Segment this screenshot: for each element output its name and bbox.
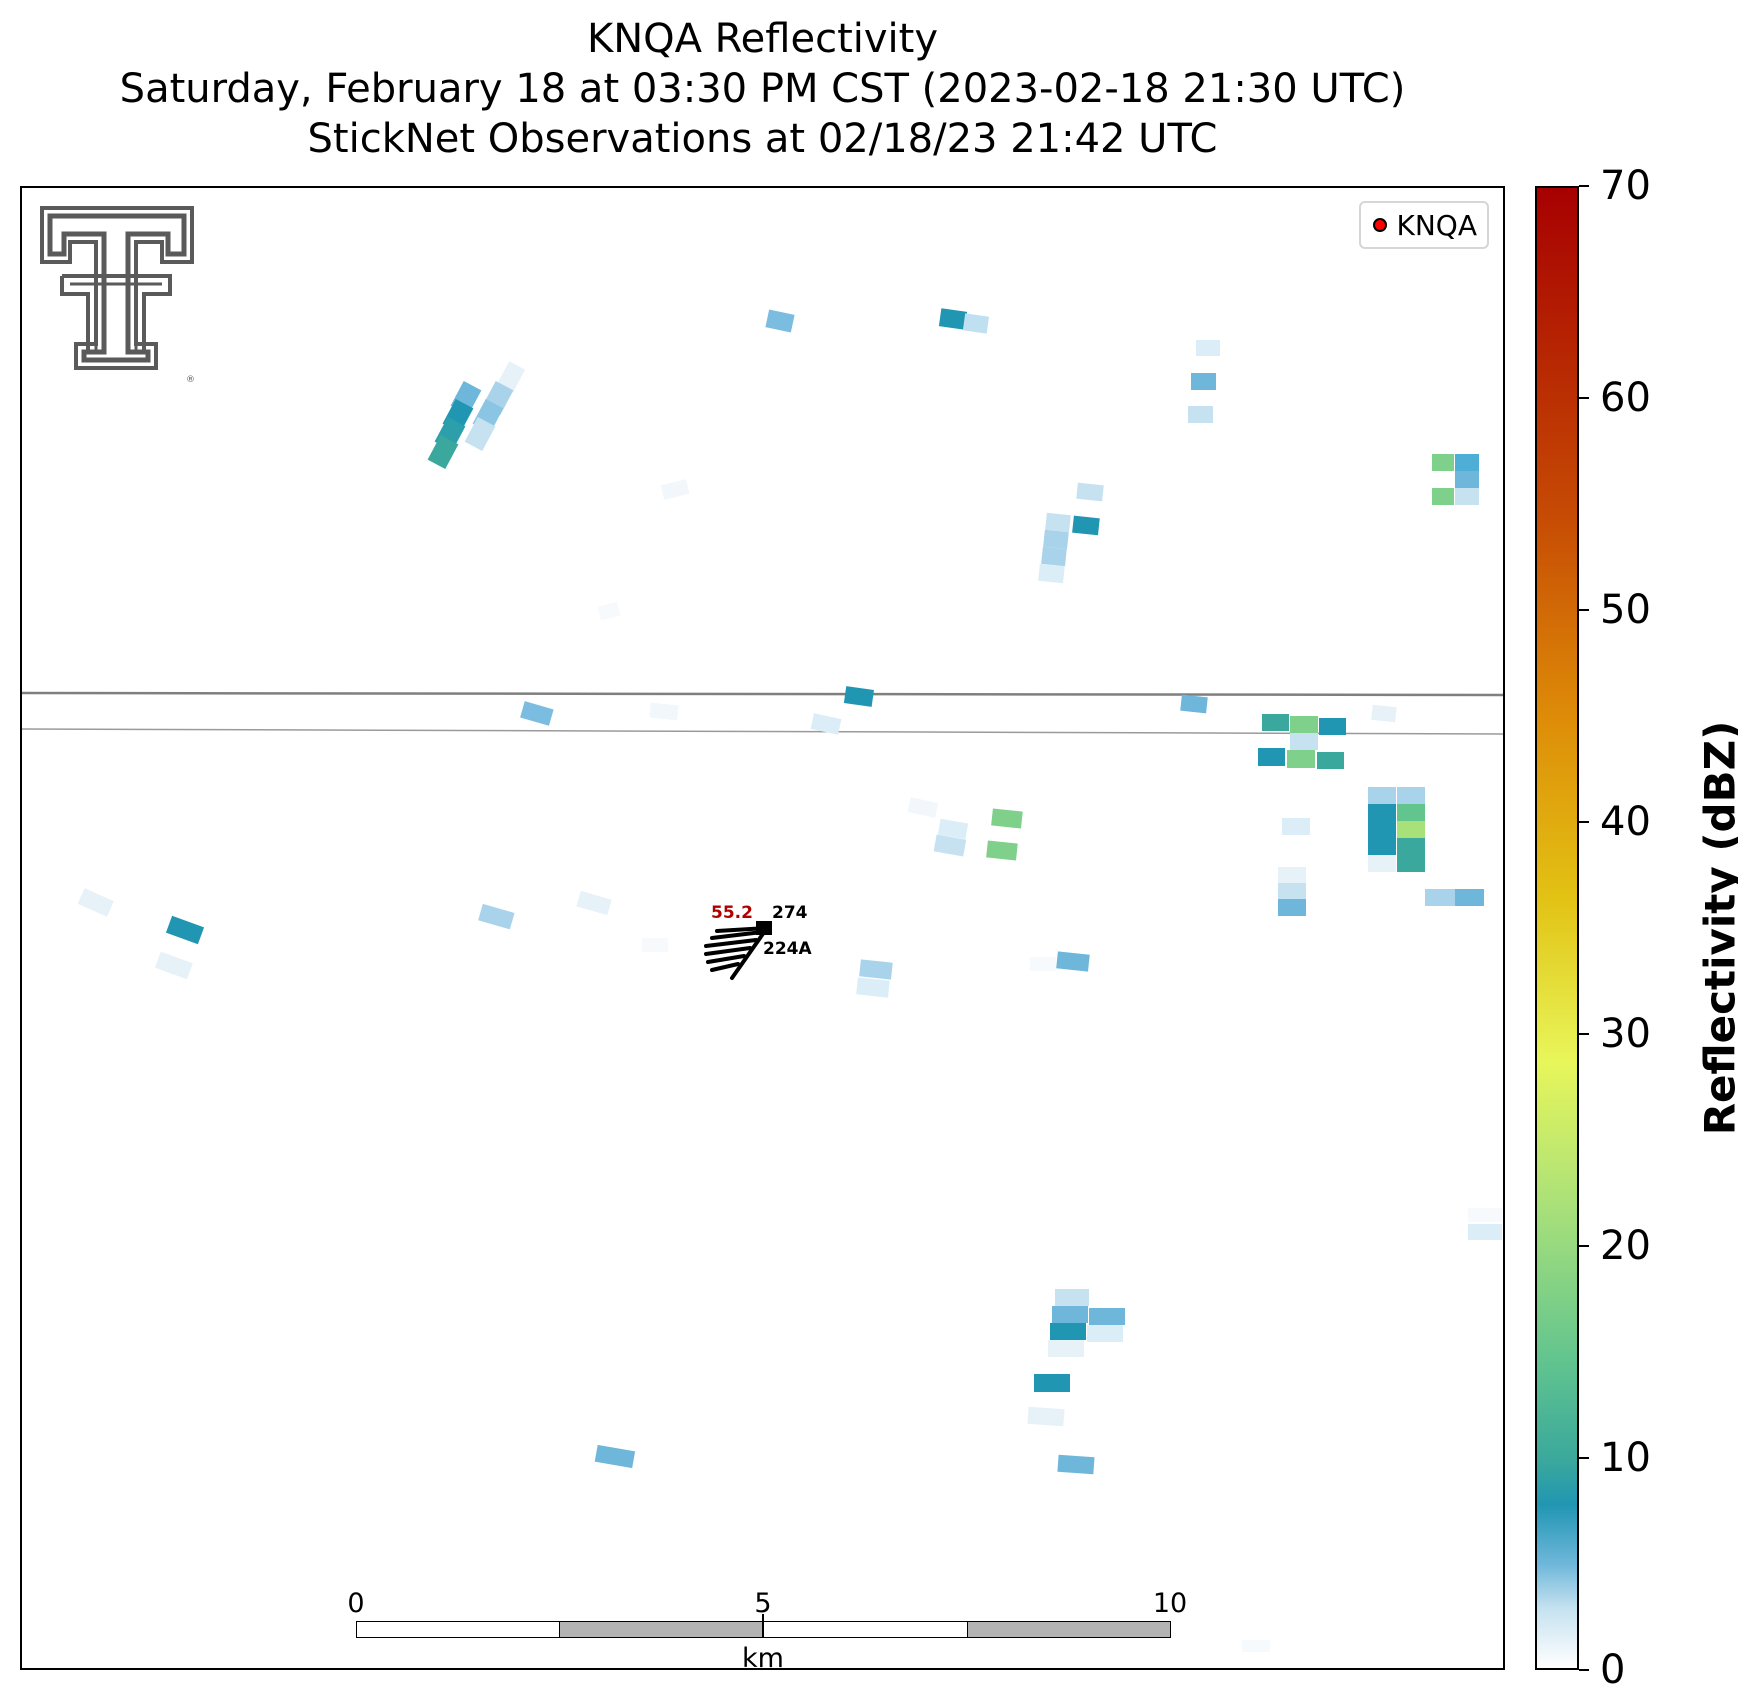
scale-segment	[763, 1621, 968, 1638]
radar-marker-icon	[1372, 218, 1387, 232]
title-line-3: StickNet Observations at 02/18/23 21:42 …	[307, 116, 1218, 162]
map-legend: KNQA	[1358, 201, 1489, 249]
station-id: 224A	[763, 939, 812, 959]
colorbar-tick-mark	[1579, 1033, 1589, 1035]
radar-map-canvas: 55.2 274 224A	[22, 308, 1503, 1652]
colorbar-tick-mark	[1579, 1245, 1589, 1247]
sticknet-station-224A[interactable]: 55.2 274 224A	[704, 903, 812, 980]
reflectivity-pixels	[77, 308, 1502, 1652]
road-line-upper	[22, 691, 1503, 697]
svg-text:®: ®	[186, 375, 195, 385]
road-line-lower	[22, 728, 1503, 735]
colorbar-tick-mark	[1579, 609, 1589, 611]
scale-segment	[967, 1621, 1171, 1638]
colorbar-tick-mark	[1579, 185, 1589, 187]
colorbar-tick-label: 40	[1600, 799, 1651, 845]
station-value-top: 274	[772, 903, 808, 923]
scale-segment	[559, 1621, 764, 1638]
reflectivity-colorbar	[1535, 186, 1579, 1670]
scale-bar: 0 5 10 km	[347, 1588, 1188, 1670]
texas-tech-logo-icon: ®	[40, 206, 195, 385]
scale-tick-5: 5	[754, 1588, 772, 1619]
scale-tick-10: 10	[1152, 1588, 1188, 1619]
scale-midline	[762, 1614, 764, 1638]
scale-segment	[356, 1621, 560, 1638]
title-line-2: Saturday, February 18 at 03:30 PM CST (2…	[119, 66, 1406, 112]
colorbar-tick-mark	[1579, 821, 1589, 823]
colorbar-tick-label: 60	[1600, 375, 1651, 421]
colorbar-tick-label: 30	[1600, 1011, 1651, 1057]
station-value-red: 55.2	[711, 903, 753, 923]
colorbar-tick-label: 10	[1600, 1435, 1651, 1481]
colorbar-tick-mark	[1579, 1669, 1589, 1671]
colorbar-tick-label: 50	[1600, 587, 1651, 633]
colorbar-title: Reflectivity (dBZ)	[1695, 720, 1738, 1136]
scale-tick-0: 0	[347, 1588, 365, 1619]
scale-unit: km	[742, 1643, 784, 1670]
wind-barb	[704, 926, 769, 980]
legend-label: KNQA	[1396, 208, 1478, 242]
title-line-1: KNQA Reflectivity	[586, 16, 939, 62]
colorbar-tick-label: 70	[1600, 163, 1651, 209]
colorbar-tick-label: 0	[1600, 1647, 1626, 1693]
colorbar-tick-label: 20	[1600, 1223, 1651, 1269]
colorbar-tick-mark	[1579, 397, 1589, 399]
colorbar-tick-mark	[1579, 1457, 1589, 1459]
radar-map[interactable]: 55.2 274 224A ® KNQA	[20, 186, 1505, 1670]
figure-title: KNQA Reflectivity Saturday, February 18 …	[0, 14, 1525, 164]
